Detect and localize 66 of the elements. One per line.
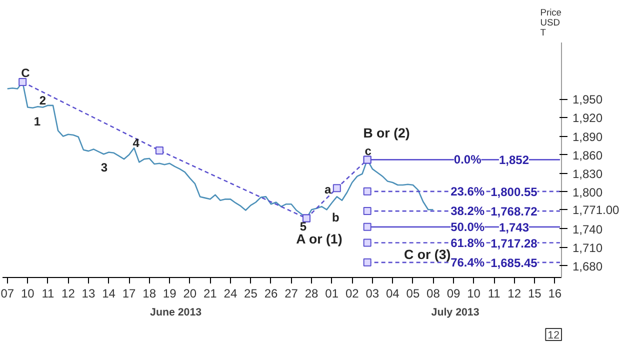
y-tick-label: 1,830 [572,166,603,181]
annotation: 4 [132,136,140,150]
annotation: 1,852 [498,153,530,168]
annotation: 2 [39,93,46,108]
x-tick-label: 10 [20,286,35,300]
annotation: 1,768.72 [490,204,538,219]
x-tick-label: 13 [82,286,96,300]
annotation: B or (2) [363,126,410,141]
annotation: b [332,210,340,225]
x-tick-label: 28 [304,286,319,300]
x-tick-label: 27 [284,286,298,300]
annotation: 1,685.45 [490,256,538,270]
annotation: 3 [100,160,108,175]
text: June 2013 [150,306,202,318]
x-tick-label: 21 [203,286,218,300]
annotation: 1,743 [498,220,530,234]
x-tick-label: 24 [224,286,238,300]
x-tick-label: 14 [102,286,116,300]
x-tick-label: 16 [548,286,562,300]
x-tick-label: 01 [325,286,339,300]
annotation: 1 [34,114,41,128]
x-tick-label: 25 [244,286,258,300]
x-tick-label: 20 [183,286,197,300]
annotation: 76.4% [450,255,485,270]
x-tick-label: 07 [0,286,14,300]
x-tick-label: 11 [488,286,501,300]
annotation: C [21,66,30,80]
y-tick-label: 1,710 [572,240,603,255]
annotation: 1,717.28 [490,236,538,250]
y-tick-label: 1,800 [572,185,603,200]
x-tick-label: 02 [345,286,360,300]
y-tick-label: 1,890 [572,130,603,144]
y-tick-label: 1,950 [572,92,603,107]
x-tick-label: 12 [508,286,522,300]
y-tick-label: 1,740 [572,222,603,236]
text: 12 [548,330,560,342]
x-tick-label: 08 [426,286,440,300]
annotation: c [364,144,372,158]
x-tick-label: 19 [162,286,177,300]
x-tick-label: 26 [264,286,278,300]
x-tick-label: 03 [366,286,380,300]
x-tick-label: 05 [406,286,420,300]
y-tick-label: 1,680 [572,259,603,274]
text: July 2013 [431,306,480,318]
x-tick-label: 10 [467,286,481,300]
annotation: 50.0% [450,220,485,234]
y-tick-label: 1,771.00 [572,203,620,218]
annotation: 5 [300,219,307,234]
x-tick-label: 04 [386,286,400,300]
annotation: 1,800.55 [490,184,538,199]
x-tick-label: 17 [122,286,136,300]
x-tick-label: 09 [446,286,461,300]
annotation: 23.6% [450,184,485,198]
annotation: 0.0% [454,152,482,167]
y-tick-label: 1,920 [572,111,603,126]
annotation: a [324,182,332,196]
x-tick-label: 15 [528,286,542,300]
y-tick-label: 1,860 [572,148,603,162]
y-axis-title: Price USD T [540,8,562,38]
x-tick-label: 18 [142,286,156,300]
x-tick-label: 12 [62,286,76,300]
x-tick-label: 11 [42,286,54,300]
annotation: 38.2% [450,204,485,218]
annotation: C or (3) [404,247,451,262]
annotation: A or (1) [296,232,342,247]
annotation: 61.8% [450,236,485,250]
